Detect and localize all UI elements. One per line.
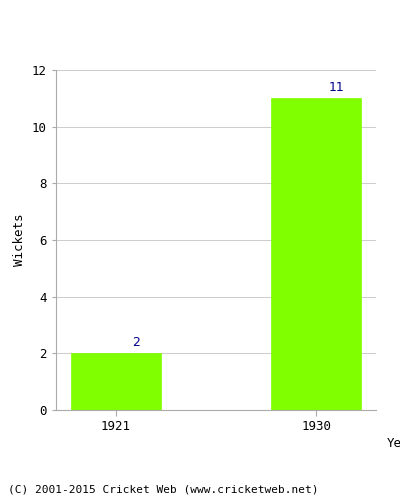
Text: 11: 11 bbox=[328, 81, 344, 94]
X-axis label: Year: Year bbox=[386, 437, 400, 450]
Text: 2: 2 bbox=[132, 336, 140, 349]
Bar bbox=[271, 98, 362, 410]
Y-axis label: Wickets: Wickets bbox=[14, 214, 26, 266]
Text: (C) 2001-2015 Cricket Web (www.cricketweb.net): (C) 2001-2015 Cricket Web (www.cricketwe… bbox=[8, 485, 318, 495]
Bar bbox=[70, 354, 161, 410]
